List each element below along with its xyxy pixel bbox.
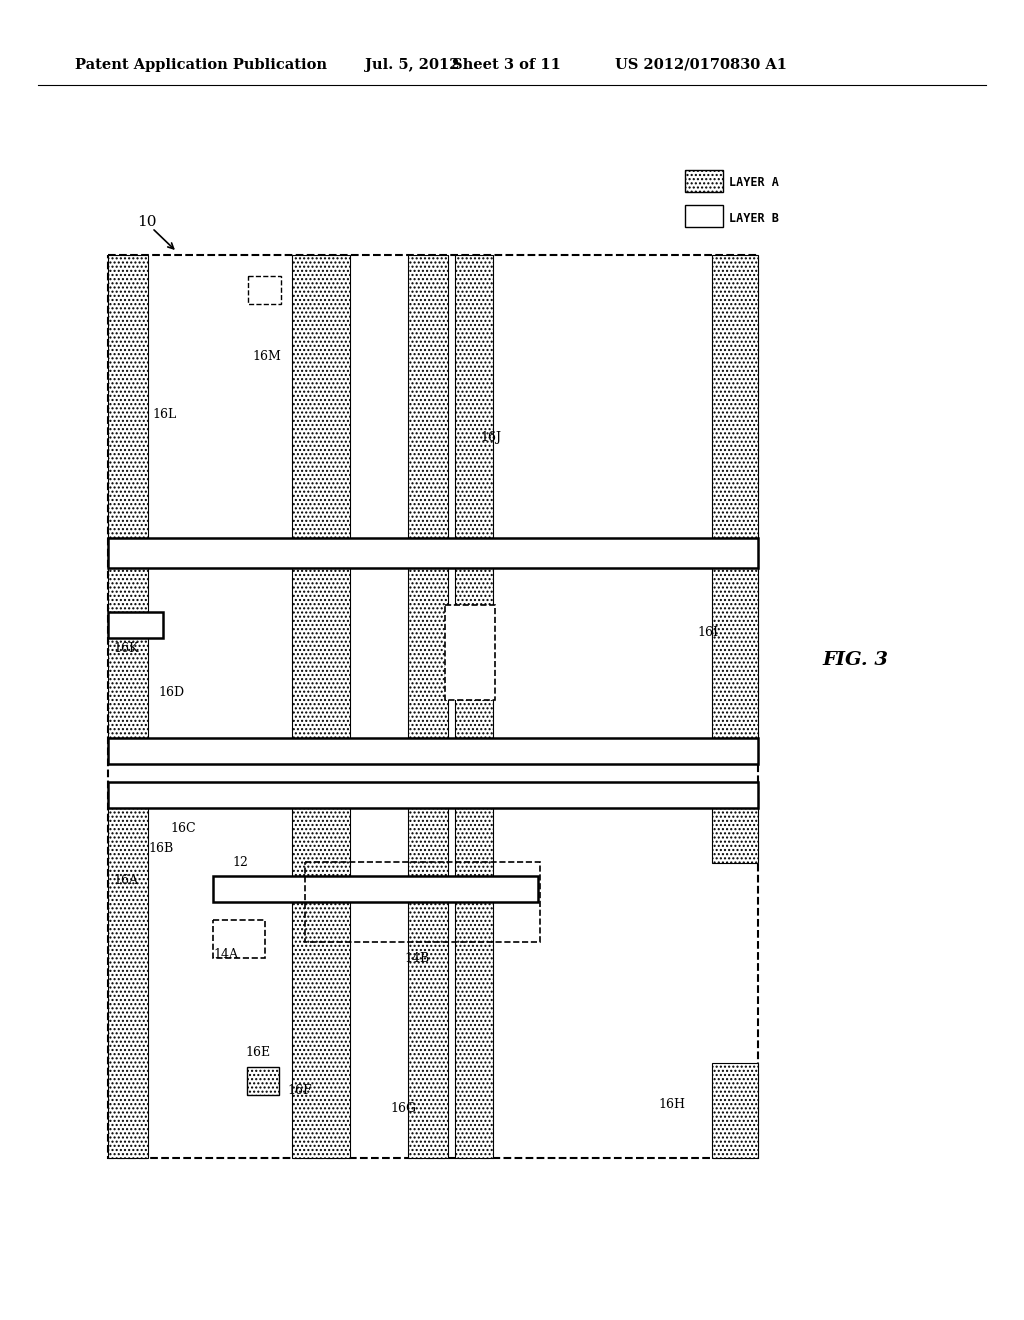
Text: 16K: 16K (113, 642, 138, 655)
Bar (292, 568, 350, 738)
Bar (108, 568, 758, 738)
Bar (712, 1063, 758, 1158)
Text: 16E: 16E (245, 1045, 270, 1059)
Text: 16H: 16H (658, 1098, 685, 1111)
Bar (712, 255, 758, 539)
Text: LAYER A: LAYER A (729, 177, 779, 190)
Bar (108, 612, 163, 638)
Bar (712, 568, 758, 738)
Text: Jul. 5, 2012: Jul. 5, 2012 (365, 58, 460, 73)
Bar (455, 568, 493, 738)
Bar (455, 255, 493, 539)
Bar (108, 255, 758, 539)
Text: Sheet 3 of 11: Sheet 3 of 11 (452, 58, 561, 73)
Text: 14B: 14B (404, 952, 429, 965)
Text: 16I: 16I (697, 626, 718, 639)
Bar (408, 568, 449, 738)
Text: US 2012/0170830 A1: US 2012/0170830 A1 (615, 58, 787, 73)
Text: 10: 10 (137, 215, 157, 228)
Text: 12: 12 (232, 855, 248, 869)
Text: 16C: 16C (170, 821, 196, 834)
Bar (712, 808, 758, 863)
Text: 16B: 16B (148, 842, 173, 854)
Bar (108, 808, 148, 1158)
Bar (108, 539, 758, 568)
Text: 16M: 16M (252, 351, 281, 363)
Bar (292, 808, 350, 1158)
Bar (213, 920, 265, 958)
Bar (108, 738, 758, 764)
Bar (213, 876, 538, 902)
Bar (247, 1067, 279, 1096)
Bar (445, 605, 495, 700)
Bar (408, 808, 449, 1158)
Text: 16A: 16A (113, 874, 138, 887)
Text: 16F: 16F (287, 1084, 311, 1097)
Text: 16L: 16L (152, 408, 176, 421)
Text: 16J: 16J (480, 432, 501, 445)
Bar (292, 255, 350, 539)
Bar (408, 255, 449, 539)
Bar (305, 862, 540, 942)
Bar (108, 808, 758, 1158)
Bar (685, 170, 723, 191)
Text: 16D: 16D (158, 685, 184, 698)
Bar (248, 276, 281, 304)
Bar (108, 255, 758, 1158)
Text: 16G: 16G (390, 1101, 416, 1114)
Text: Patent Application Publication: Patent Application Publication (75, 58, 327, 73)
Text: 14C: 14C (458, 661, 483, 675)
Bar (108, 781, 758, 808)
Bar (685, 205, 723, 227)
Text: 14A: 14A (213, 949, 238, 961)
Bar (455, 808, 493, 1158)
Bar (108, 568, 148, 738)
Text: LAYER B: LAYER B (729, 211, 779, 224)
Text: FIG. 3: FIG. 3 (822, 651, 888, 669)
Bar (108, 255, 148, 539)
